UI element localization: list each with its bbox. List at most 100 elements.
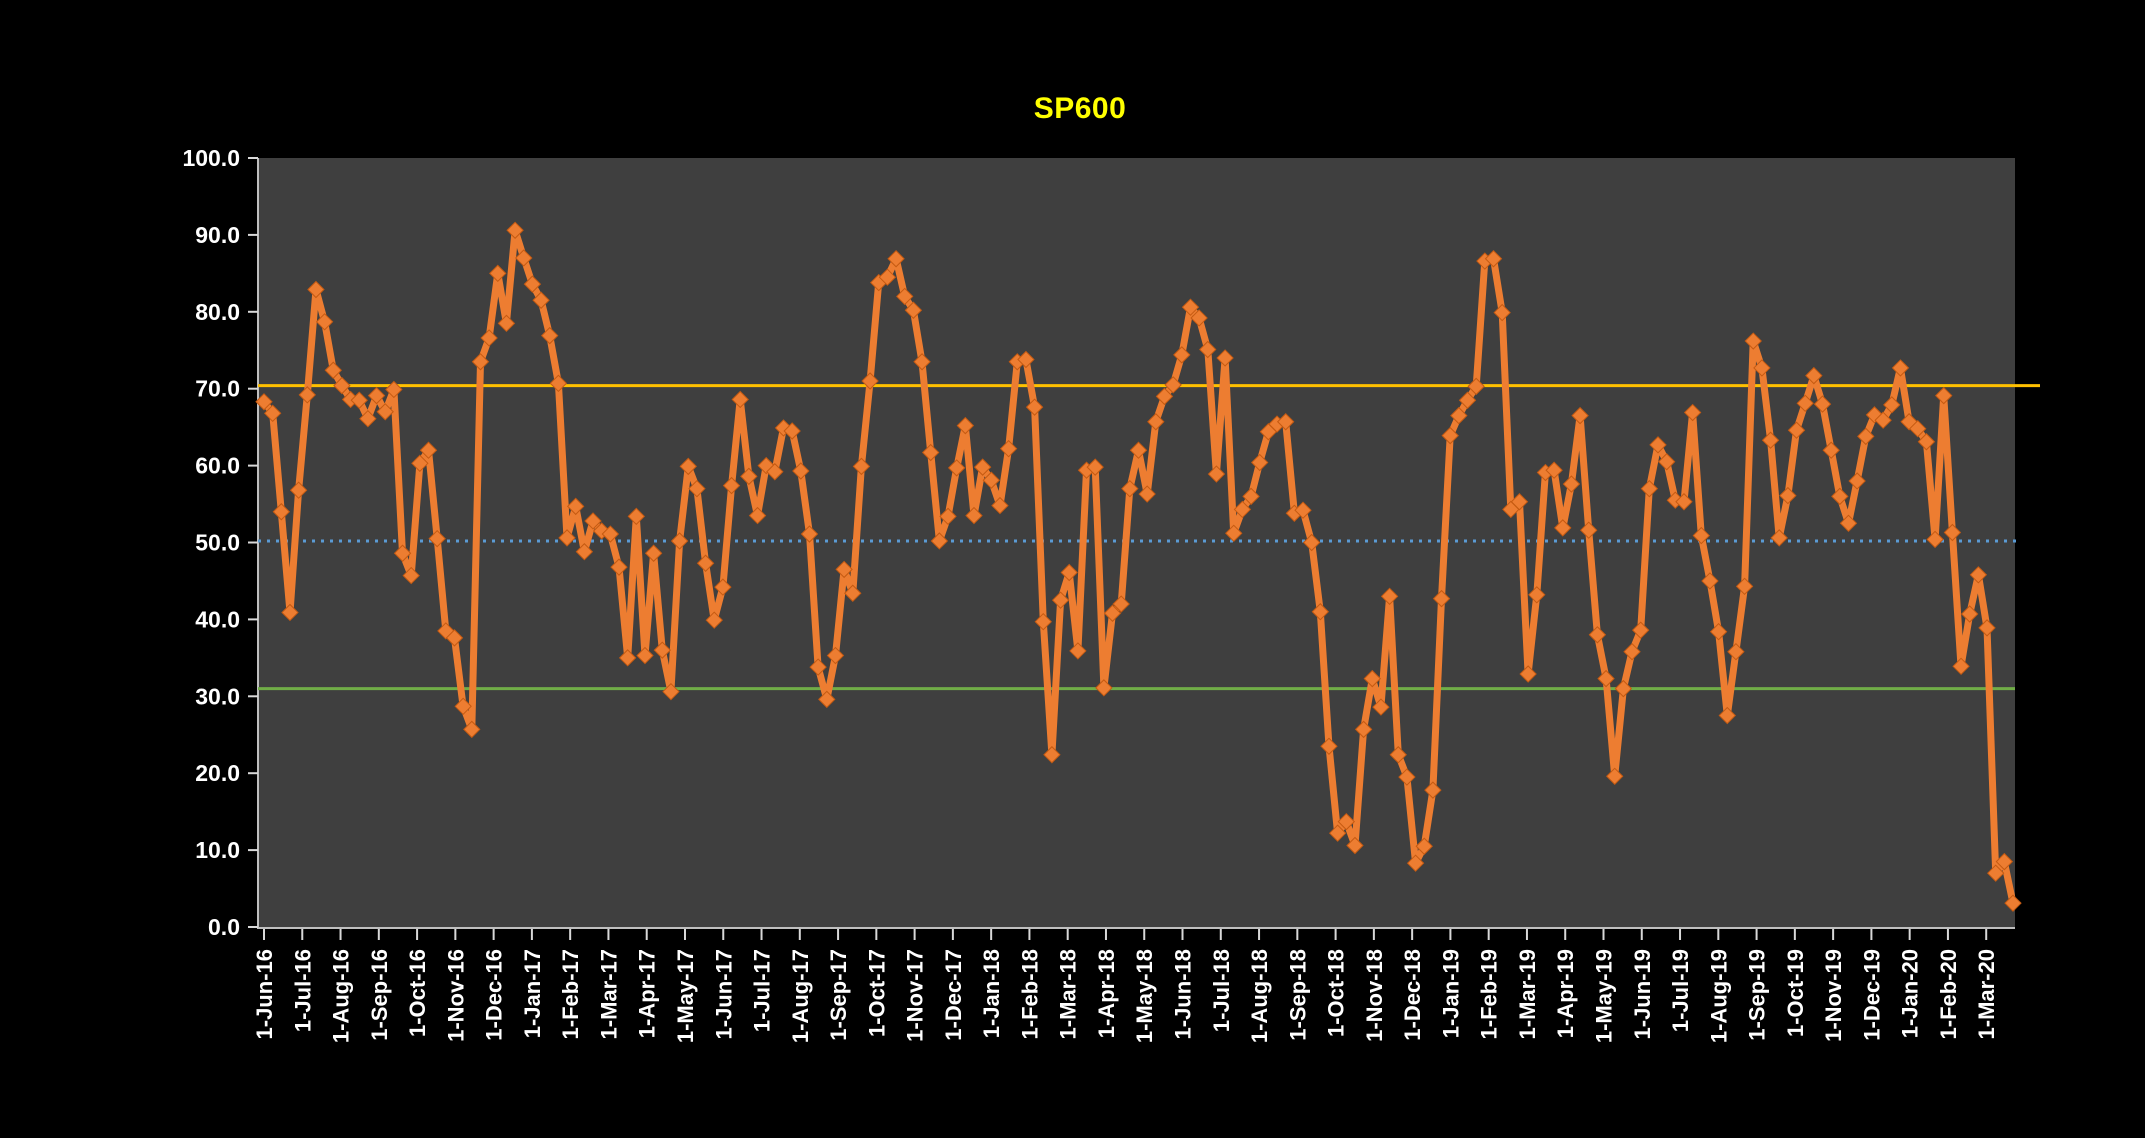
data-point-marker <box>973 458 992 476</box>
data-point-marker <box>1251 453 1269 472</box>
plot-area <box>258 158 2015 927</box>
data-point-marker <box>852 457 871 476</box>
data-point-marker <box>705 611 723 629</box>
data-point-marker <box>1233 500 1252 519</box>
data-point-marker <box>1467 377 1485 396</box>
x-axis-label: 1-Apr-19 <box>1553 949 1578 1038</box>
data-point-marker <box>1216 349 1234 367</box>
data-point-marker <box>1831 487 1849 506</box>
data-point-marker <box>1839 514 1858 532</box>
x-axis-label: 1-Apr-18 <box>1094 949 1119 1038</box>
data-point-marker <box>1432 589 1451 608</box>
data-point-marker <box>1657 453 1676 471</box>
data-point-marker <box>714 578 732 596</box>
data-point-marker <box>1086 458 1104 476</box>
data-point-marker <box>1926 530 1944 549</box>
x-axis-label: 1-Feb-17 <box>558 949 583 1039</box>
data-point-marker <box>731 390 749 409</box>
data-point-marker <box>766 463 784 481</box>
data-point-marker <box>1069 642 1087 660</box>
data-point-marker <box>653 641 671 659</box>
data-point-marker <box>618 649 637 667</box>
data-point-marker <box>1441 426 1459 445</box>
y-axis-label: 80.0 <box>195 299 240 325</box>
data-point-marker <box>610 558 628 576</box>
data-point-marker <box>402 566 420 585</box>
data-point-marker <box>289 481 308 499</box>
data-point-marker <box>1060 563 1078 582</box>
data-point-marker <box>740 467 758 486</box>
data-point-marker <box>1173 346 1191 364</box>
y-axis-label: 0.0 <box>208 914 240 940</box>
data-point-marker <box>904 301 923 319</box>
x-axis-label: 1-Mar-19 <box>1515 949 1540 1039</box>
x-axis-label: 1-Feb-18 <box>1017 949 1042 1039</box>
data-point-marker <box>1155 387 1174 406</box>
data-point-marker <box>523 275 542 293</box>
y-axis-label: 30.0 <box>195 683 240 709</box>
data-point-marker <box>1961 605 1979 623</box>
data-point-marker <box>1398 768 1416 786</box>
x-axis-label: 1-Nov-19 <box>1821 949 1846 1042</box>
data-point-marker <box>324 361 342 379</box>
data-point-marker <box>367 386 386 405</box>
data-point-marker <box>1129 441 1148 459</box>
data-point-marker <box>471 353 490 371</box>
y-axis-label: 40.0 <box>195 606 240 632</box>
data-point-marker <box>1813 395 1832 413</box>
data-point-marker <box>1121 479 1139 498</box>
data-point-marker <box>644 544 663 562</box>
x-axis-label: 1-May-18 <box>1132 949 1157 1043</box>
y-axis-label: 20.0 <box>195 760 240 786</box>
data-point-marker <box>1701 572 1719 590</box>
data-point-marker <box>1510 493 1529 511</box>
data-point-marker <box>1883 396 1901 414</box>
data-point-marker <box>1051 591 1070 609</box>
data-point-marker <box>1225 524 1243 542</box>
data-point-marker <box>1389 746 1407 764</box>
data-point-marker <box>1415 837 1433 855</box>
data-point-marker <box>991 496 1009 515</box>
data-point-marker <box>965 506 983 525</box>
x-axis-label: 1-Feb-20 <box>1936 949 1961 1039</box>
data-point-marker <box>541 326 559 345</box>
data-point-marker <box>281 603 299 622</box>
x-axis-label: 1-Apr-17 <box>635 949 660 1038</box>
data-point-marker <box>1580 521 1598 539</box>
x-axis-label: 1-Jan-17 <box>520 949 545 1038</box>
data-point-marker <box>307 280 325 299</box>
data-point-marker <box>1606 767 1624 785</box>
data-point-marker <box>1995 852 2014 871</box>
data-point-marker <box>1727 642 1745 661</box>
data-point-marker <box>878 268 897 286</box>
x-axis-label: 1-Mar-20 <box>1974 949 1999 1039</box>
data-point-marker <box>1917 433 1936 451</box>
data-point-marker <box>1735 577 1754 596</box>
y-axis-label: 70.0 <box>195 376 240 402</box>
data-point-marker <box>809 658 827 676</box>
data-point-marker <box>1458 391 1477 409</box>
x-axis-label: 1-Dec-17 <box>941 949 966 1041</box>
data-point-marker <box>783 422 801 440</box>
data-point-marker <box>670 532 689 550</box>
x-axis-label: 1-Jul-16 <box>290 949 315 1032</box>
data-point-marker <box>722 476 741 495</box>
data-point-marker <box>558 529 576 547</box>
data-point-marker <box>939 507 957 526</box>
data-point-marker <box>887 250 905 268</box>
data-point-marker <box>930 532 949 550</box>
data-point-marker <box>679 457 697 476</box>
x-axis-label: 1-Jun-17 <box>711 949 736 1039</box>
data-point-marker <box>463 720 481 739</box>
x-axis-label: 1-Nov-18 <box>1362 949 1387 1042</box>
data-point-marker <box>1112 595 1130 613</box>
x-axis-label: 1-Nov-17 <box>903 949 928 1042</box>
data-point-marker <box>792 462 810 480</box>
data-point-marker <box>1519 665 1537 683</box>
data-point-marker <box>921 443 940 462</box>
x-axis-label: 1-Nov-16 <box>443 949 468 1042</box>
data-point-marker <box>1311 603 1330 621</box>
y-axis-label: 100.0 <box>182 145 240 171</box>
